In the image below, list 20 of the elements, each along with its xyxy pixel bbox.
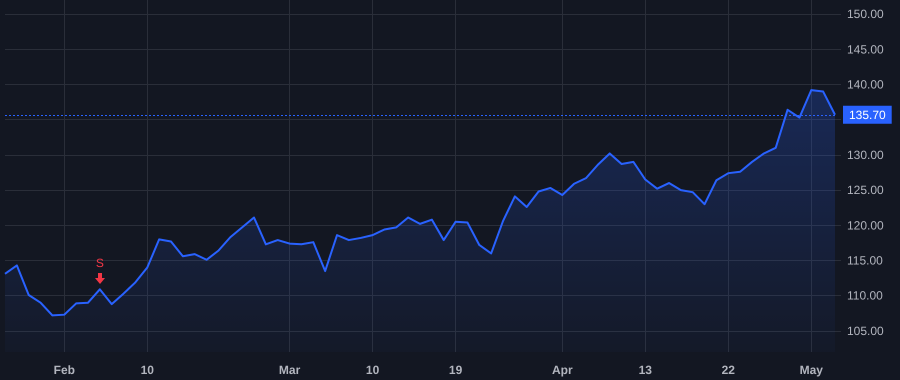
y-tick-label: 150.00 xyxy=(847,7,884,22)
x-tick-label: Feb xyxy=(54,363,75,377)
x-tick-label: 13 xyxy=(638,363,652,377)
y-tick-label: 125.00 xyxy=(847,183,884,198)
y-tick-label: 115.00 xyxy=(847,253,884,268)
annotation: S xyxy=(94,256,105,270)
y-tick-label: 105.00 xyxy=(847,324,884,338)
y-tick-label: 140.00 xyxy=(847,77,884,92)
y-tick-label: 130.00 xyxy=(847,148,884,162)
y-tick-label: 120.00 xyxy=(847,218,884,232)
x-tick-label: 10 xyxy=(366,363,380,377)
x-tick-label: May xyxy=(800,363,824,377)
y-tick-label: 110.00 xyxy=(847,288,884,303)
ref-line-label: 135.70 xyxy=(849,108,886,122)
x-tick-label: Apr xyxy=(552,363,573,377)
x-tick-label: 19 xyxy=(448,363,463,377)
x-tick-label: 10 xyxy=(140,363,154,377)
y-tick-label: 145.00 xyxy=(847,42,884,56)
x-tick-label: Mar xyxy=(278,363,301,377)
x-tick-label: 22 xyxy=(722,363,736,377)
